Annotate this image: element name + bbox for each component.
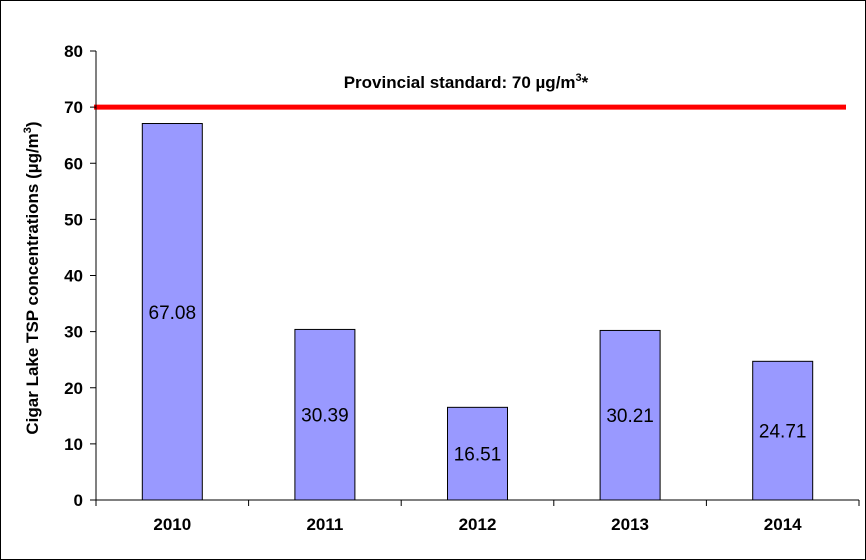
y-tick-label: 0	[74, 491, 83, 510]
bar-data-label: 30.21	[606, 406, 654, 427]
y-axis-title: Cigar Lake TSP concentrations (µg/m3)	[22, 121, 42, 434]
bar-data-label: 24.71	[759, 422, 807, 443]
y-tick-label: 30	[64, 323, 83, 342]
provincial-standard-label: Provincial standard: 70 µg/m3*	[344, 72, 589, 92]
y-tick-label: 60	[64, 154, 83, 173]
bar	[599, 329, 661, 501]
y-tick-label: 10	[64, 435, 83, 454]
y-axis-title-end: )	[23, 121, 42, 127]
reference-line-group: Provincial standard: 70 µg/m3*	[94, 72, 846, 110]
y-tick-label: 40	[64, 267, 83, 286]
y-axis-title-main: Cigar Lake TSP concentrations (µg/m	[23, 133, 42, 434]
bar	[752, 360, 814, 501]
x-tick-label: 2012	[459, 515, 497, 534]
x-tick-label: 2010	[153, 515, 191, 534]
provincial-standard-label-sup: 3	[576, 72, 582, 84]
y-tick-label: 70	[64, 98, 83, 117]
bar	[141, 123, 203, 501]
x-tick-label: 2014	[764, 515, 802, 534]
x-tick-label: 2013	[611, 515, 649, 534]
bar	[294, 328, 356, 501]
x-ticks: 2010 2011 2012 2013 2014	[95, 500, 860, 534]
provincial-standard-label-end: *	[582, 73, 589, 92]
y-axis-title-sup: 3	[22, 127, 34, 133]
bar-data-label: 67.08	[149, 303, 197, 324]
y-tick-label: 50	[64, 210, 83, 229]
bar-data-label: 30.39	[301, 406, 349, 427]
provincial-standard-label-main: Provincial standard: 70 µg/m	[344, 73, 576, 92]
bars-layer	[141, 123, 814, 501]
bar-data-label: 16.51	[454, 445, 502, 466]
x-tick-label: 2011	[306, 515, 343, 534]
y-tick-label: 20	[64, 379, 83, 398]
y-tick-label: 80	[64, 42, 83, 61]
bar-labels-layer: 67.08 30.39 16.51 30.21 24.71	[149, 303, 807, 466]
bar	[447, 406, 508, 501]
y-ticks: 0 10 20 30 40 50 60 70 80	[64, 42, 96, 510]
